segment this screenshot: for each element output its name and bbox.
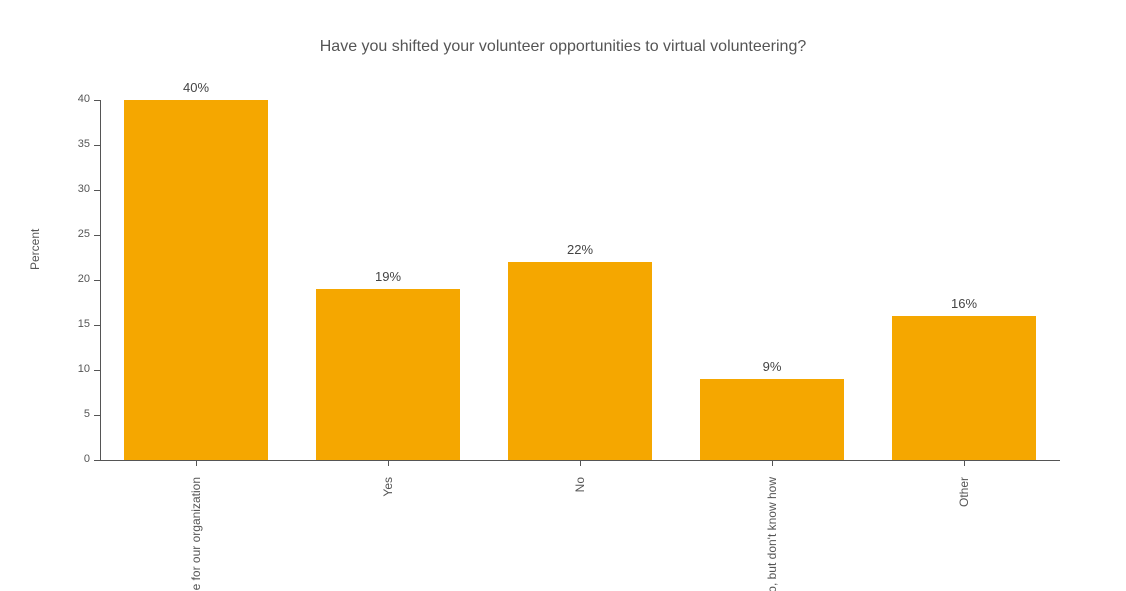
- x-tick: [580, 460, 581, 466]
- y-tick-label: 40: [60, 93, 90, 105]
- category-label: No, it is not possible for our organizat…: [189, 477, 203, 591]
- x-tick: [964, 460, 965, 466]
- y-tick-label: 25: [60, 228, 90, 240]
- category-label: We would like to, but don't know how: [765, 477, 779, 591]
- chart-container: Have you shifted your volunteer opportun…: [0, 0, 1126, 591]
- category-label: Yes: [381, 477, 395, 591]
- y-tick: [94, 370, 100, 371]
- y-axis-label: Percent: [28, 229, 42, 270]
- y-axis-line: [100, 100, 101, 460]
- bar-value-label: 16%: [892, 296, 1036, 311]
- bar: [700, 379, 844, 460]
- plot-area: 051015202530354040%No, it is not possibl…: [100, 100, 1060, 460]
- y-tick-label: 30: [60, 183, 90, 195]
- bar-value-label: 22%: [508, 242, 652, 257]
- y-tick-label: 10: [60, 363, 90, 375]
- bar: [892, 316, 1036, 460]
- y-tick: [94, 460, 100, 461]
- x-tick: [196, 460, 197, 466]
- x-tick: [772, 460, 773, 466]
- y-tick: [94, 145, 100, 146]
- y-tick-label: 20: [60, 273, 90, 285]
- y-tick: [94, 325, 100, 326]
- y-tick-label: 5: [60, 408, 90, 420]
- chart-title: Have you shifted your volunteer opportun…: [0, 38, 1126, 56]
- bar-value-label: 40%: [124, 80, 268, 95]
- y-tick: [94, 235, 100, 236]
- y-tick: [94, 100, 100, 101]
- bar-value-label: 9%: [700, 359, 844, 374]
- y-tick-label: 0: [60, 453, 90, 465]
- y-tick-label: 15: [60, 318, 90, 330]
- bar-value-label: 19%: [316, 269, 460, 284]
- bar: [508, 262, 652, 460]
- y-tick-label: 35: [60, 138, 90, 150]
- y-tick: [94, 190, 100, 191]
- category-label: No: [573, 477, 587, 591]
- bar: [316, 289, 460, 460]
- y-tick: [94, 415, 100, 416]
- x-tick: [388, 460, 389, 466]
- category-label: Other: [957, 477, 971, 591]
- y-tick: [94, 280, 100, 281]
- bar: [124, 100, 268, 460]
